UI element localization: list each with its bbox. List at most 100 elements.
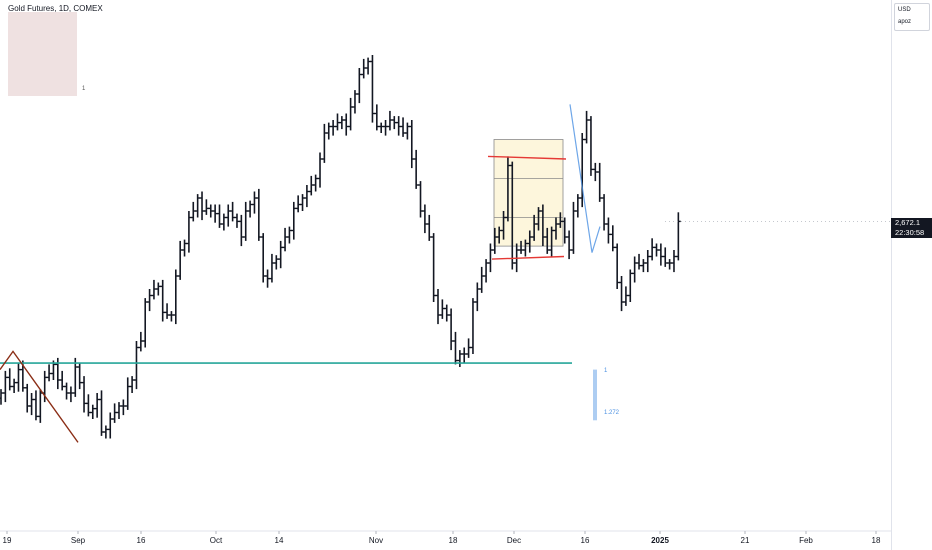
price-axis[interactable] — [891, 0, 932, 550]
ohlc-bar — [11, 378, 17, 393]
ohlc-bar — [413, 149, 419, 189]
ohlc-bar — [169, 311, 174, 322]
ohlc-bar — [571, 201, 576, 254]
ohlc-bar — [457, 350, 463, 367]
ohlc-bar — [409, 120, 415, 169]
ohlc-bar — [623, 286, 629, 306]
ohlc-bars — [0, 55, 681, 439]
ohlc-bar — [217, 204, 222, 228]
ohlc-bar — [173, 269, 179, 325]
ohlc-bar — [160, 279, 166, 322]
ohlc-bar — [16, 363, 21, 392]
ohlc-bar — [439, 299, 445, 319]
ohlc-bar — [448, 308, 454, 351]
ohlc-bar — [103, 425, 109, 439]
ohlc-bar — [645, 250, 651, 273]
ohlc-bar — [164, 303, 170, 319]
x-tick-label: 16 — [581, 536, 590, 545]
ohlc-bar — [142, 298, 148, 348]
ohlc-bar — [614, 243, 620, 289]
ohlc-bar — [400, 117, 406, 137]
ohlc-bar — [269, 253, 275, 283]
ohlc-bar — [287, 226, 292, 244]
shaded-zone — [8, 12, 77, 96]
ohlc-bar — [295, 195, 301, 213]
ohlc-bar — [326, 122, 332, 140]
ohlc-bar — [431, 233, 437, 302]
ohlc-bar — [300, 194, 305, 211]
ohlc-bar — [59, 370, 65, 391]
ohlc-bar — [252, 191, 257, 214]
ohlc-bar — [116, 402, 122, 419]
ohlc-bar — [632, 256, 638, 283]
ohlc-bar — [282, 227, 288, 252]
ohlc-bar — [208, 204, 214, 218]
ohlc-bar — [68, 386, 74, 403]
ohlc-bar — [405, 122, 410, 140]
ohlc-bar — [273, 255, 279, 270]
ohlc-bar — [212, 204, 218, 223]
zigzag-pattern — [0, 350, 79, 443]
ohlc-bar — [112, 403, 118, 423]
ohlc-bar — [606, 217, 611, 244]
ohlc-bar — [321, 123, 327, 163]
ohlc-bar — [129, 376, 135, 393]
ohlc-bar — [470, 298, 476, 354]
x-tick-label: Nov — [369, 536, 383, 545]
ohlc-bar — [151, 279, 157, 300]
ohlc-bar — [247, 200, 253, 218]
bar-countdown: 22:30:58 — [895, 228, 925, 237]
ohlc-bar — [675, 212, 681, 261]
ohlc-bar — [313, 174, 319, 192]
ohlc-bar — [435, 289, 441, 325]
ohlc-bar — [29, 393, 34, 416]
ohlc-bar — [256, 188, 262, 241]
ohlc-bar — [601, 194, 607, 231]
ohlc-bar — [348, 97, 353, 131]
ohlc-bar — [155, 282, 161, 296]
ohlc-bar — [330, 120, 336, 136]
ohlc-bar — [566, 230, 572, 260]
ohlc-bar — [238, 214, 244, 247]
currency-selector[interactable]: USD apoz — [894, 3, 930, 31]
ohlc-bar — [444, 304, 450, 322]
ohlc-bar — [662, 247, 668, 267]
ohlc-bar — [627, 269, 633, 302]
x-tick-label: 18 — [449, 536, 458, 545]
ohlc-bar — [339, 116, 345, 130]
ohlc-bar — [649, 238, 655, 261]
shaded-zone-label: 1 — [82, 86, 86, 92]
ohlc-bar — [291, 201, 297, 240]
ohlc-bar — [488, 243, 493, 273]
x-tick-label: Oct — [210, 536, 223, 545]
ohlc-bar — [474, 282, 480, 312]
ohlc-bar — [667, 259, 673, 270]
ohlc-bar — [230, 201, 236, 222]
ohlc-bar — [0, 389, 4, 405]
ohlc-bar — [243, 201, 249, 241]
ohlc-bar — [177, 240, 183, 280]
ohlc-bar — [125, 377, 131, 410]
ohlc-bar — [391, 116, 397, 130]
x-tick-label: 14 — [275, 536, 284, 545]
ohlc-bar — [203, 199, 209, 215]
x-tick-label: 16 — [137, 536, 146, 545]
ohlc-bar — [418, 181, 423, 218]
ohlc-bar — [426, 214, 432, 241]
ohlc-bar — [575, 194, 581, 218]
ohlc-bar — [304, 185, 310, 208]
ohlc-bar — [422, 204, 428, 234]
ohlc-bar — [636, 253, 642, 270]
ohlc-bar — [378, 122, 384, 133]
ohlc-bar — [308, 175, 314, 196]
ohlc-bar — [671, 250, 677, 273]
ohlc-bar — [278, 240, 284, 269]
ohlc-bar — [190, 201, 196, 222]
ohlc-bar — [588, 116, 594, 176]
ohlc-bar — [120, 399, 126, 416]
x-tick-label: 21 — [741, 536, 750, 545]
symbol-title[interactable]: Gold Futures, 1D, COMEX — [8, 4, 103, 13]
ohlc-bar — [374, 104, 380, 131]
